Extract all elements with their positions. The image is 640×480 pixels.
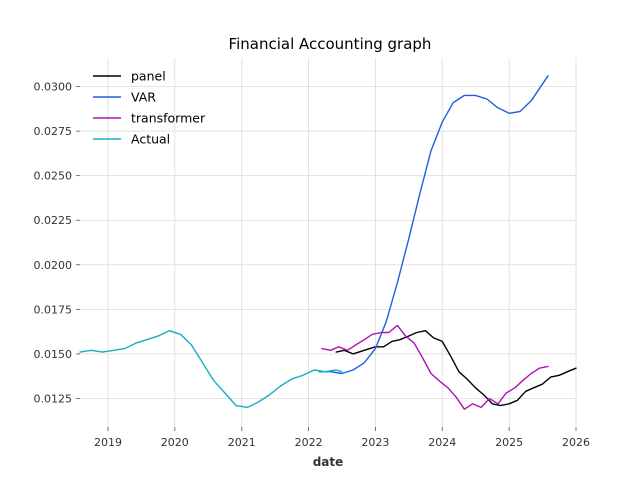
y-tick-label: 0.0300 xyxy=(34,81,73,94)
y-tick-label: 0.0225 xyxy=(34,214,73,227)
legend: panel VAR transformer Actual xyxy=(93,69,206,147)
y-tick-label: 0.0200 xyxy=(34,259,73,272)
y-tick-label: 0.0125 xyxy=(34,392,73,405)
x-axis-label: date xyxy=(313,455,344,469)
chart-title: Financial Accounting graph xyxy=(229,35,432,53)
x-tick-label: 2022 xyxy=(295,436,323,449)
y-tick-label: 0.0250 xyxy=(34,170,73,183)
x-tick-label: 2023 xyxy=(361,436,389,449)
series-line-actual xyxy=(79,330,343,409)
legend-label-transformer: transformer xyxy=(131,111,206,126)
x-axis-ticks: 2019 2020 2021 2022 2023 2024 2025 2026 xyxy=(94,427,590,449)
y-axis-ticks: 0.0125 0.0150 0.0175 0.0200 0.0225 0.0250 0.02… xyxy=(34,81,80,405)
series-line-transformer xyxy=(321,324,549,410)
x-tick-label: 2019 xyxy=(94,436,122,449)
x-tick-label: 2024 xyxy=(428,436,456,449)
legend-label-var: VAR xyxy=(131,90,156,105)
x-tick-label: 2026 xyxy=(562,436,590,449)
series-line-var xyxy=(318,75,549,375)
series-lines xyxy=(79,75,577,410)
x-tick-label: 2021 xyxy=(228,436,256,449)
y-tick-label: 0.0275 xyxy=(34,125,73,138)
x-tick-label: 2020 xyxy=(161,436,189,449)
x-tick-label: 2025 xyxy=(495,436,523,449)
y-tick-label: 0.0175 xyxy=(34,303,73,316)
series-line-panel xyxy=(335,330,577,407)
legend-label-actual: Actual xyxy=(131,132,170,147)
legend-label-panel: panel xyxy=(131,69,166,84)
gridlines xyxy=(80,58,577,427)
y-tick-label: 0.0150 xyxy=(34,348,73,361)
